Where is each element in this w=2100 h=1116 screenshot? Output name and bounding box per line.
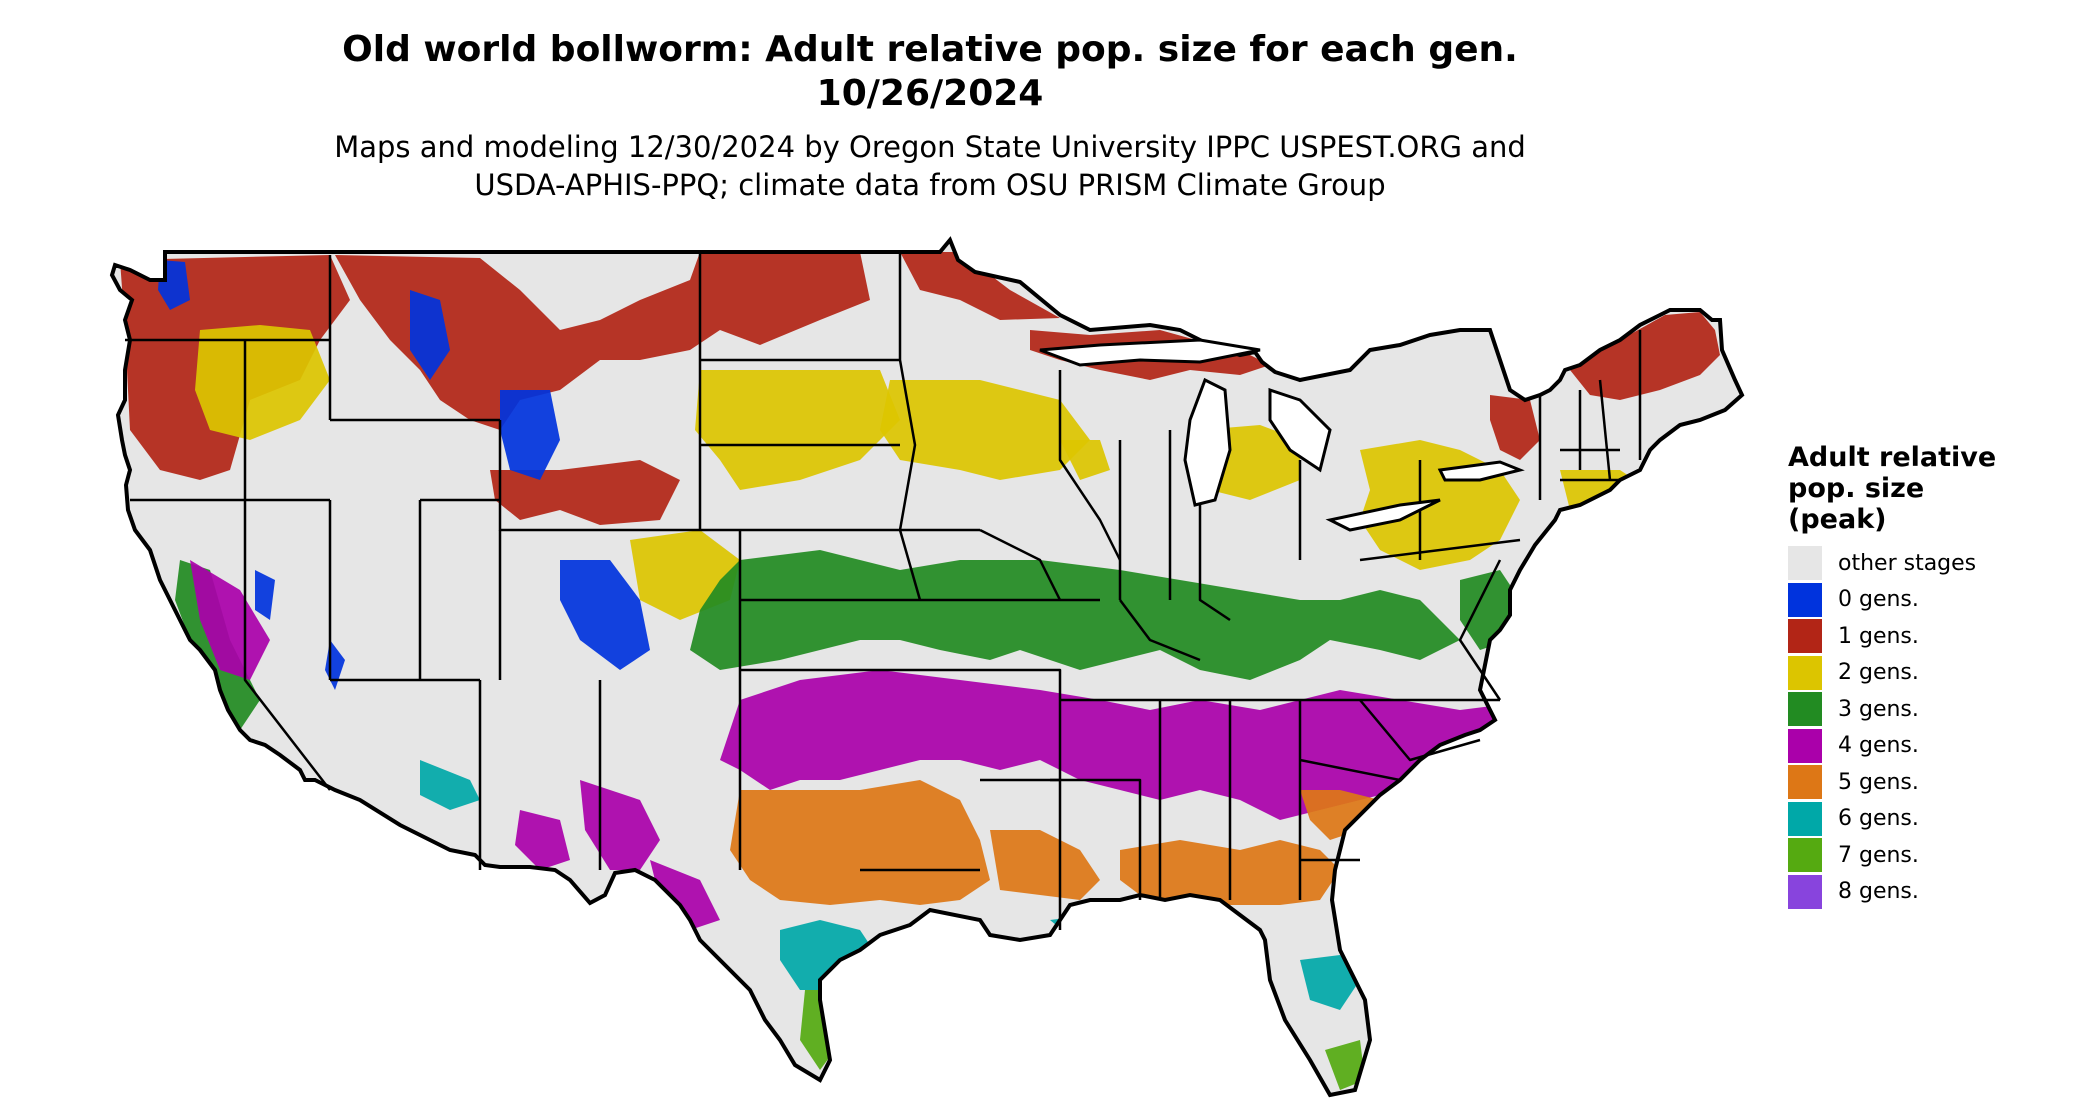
generation-zone: [1060, 440, 1110, 480]
legend-item-7-gens: 7 gens.: [1788, 837, 2088, 874]
legend-item-4-gens: 4 gens.: [1788, 728, 2088, 765]
generation-zone: [420, 760, 480, 810]
lake: [1183, 377, 1232, 507]
map-credits-line2: USDA-APHIS-PPQ; climate data from OSU PR…: [474, 168, 1386, 202]
legend-item-2-gens: 2 gens.: [1788, 655, 2088, 692]
generation-zone: [255, 570, 275, 620]
legend-item-6-gens: 6 gens.: [1788, 801, 2088, 838]
legend-swatch: [1788, 655, 1822, 690]
legend-title: Adult relative pop. size (peak): [1788, 442, 2088, 535]
generation-zone: [190, 560, 270, 680]
state-border: [898, 252, 917, 531]
legend-items: other stages 0 gens. 1 gens. 2 gens. 3 g…: [1788, 545, 2088, 910]
legend-label: 7 gens.: [1838, 842, 1919, 868]
generation-zone: [650, 860, 720, 930]
state-border: [1050, 778, 1142, 900]
legend-label: 0 gens.: [1838, 587, 1919, 613]
legend-title-line: pop. size: [1788, 473, 1925, 504]
legend-label: 2 gens.: [1838, 660, 1919, 686]
generation-zone: [730, 780, 990, 905]
generation-zone: [515, 810, 570, 870]
generation-zone: [410, 290, 450, 380]
lake: [1325, 498, 1441, 532]
generation-zone: [1560, 470, 1650, 520]
generation-zone: [720, 670, 1505, 820]
legend-label: 3 gens.: [1838, 696, 1919, 722]
generation-zone: [335, 252, 870, 430]
legend-title-line: Adult relative: [1788, 442, 1997, 473]
lake: [1039, 338, 1261, 367]
great-lakes: [1039, 338, 1525, 532]
legend-swatch: [1788, 546, 1822, 581]
generation-zone: [500, 390, 560, 480]
legend-swatch: [1788, 801, 1822, 836]
legend-swatch: [1788, 728, 1822, 763]
generation-zone: [1300, 955, 1360, 1010]
legend-swatch: [1788, 619, 1822, 654]
generation-zones: [120, 252, 1720, 1090]
state-border: [979, 528, 1062, 601]
legend-swatch: [1788, 692, 1822, 727]
legend-swatch: [1788, 838, 1822, 873]
legend-label: 4 gens.: [1838, 733, 1919, 759]
generation-zone: [560, 560, 650, 670]
legend: Adult relative pop. size (peak) other st…: [1788, 442, 2088, 910]
land-base: [112, 240, 1742, 1095]
legend-swatch: [1788, 582, 1822, 617]
legend-title-line: (peak): [1788, 504, 1887, 535]
us-outline: [109, 236, 1745, 1098]
legend-item-other-stages: other stages: [1788, 545, 2088, 582]
state-border: [1299, 758, 1401, 782]
state-border: [1058, 370, 1122, 561]
state-border: [1359, 699, 1481, 762]
legend-swatch: [1788, 765, 1822, 800]
generation-zone: [240, 770, 300, 810]
legend-item-1-gens: 1 gens.: [1788, 618, 2088, 655]
generation-zone: [880, 380, 1090, 480]
generation-zone: [990, 830, 1100, 900]
state-border: [1119, 599, 1201, 662]
legend-item-0-gens: 0 gens.: [1788, 582, 2088, 619]
state-border: [1458, 559, 1502, 701]
legend-label: 8 gens.: [1838, 879, 1919, 905]
legend-label: other stages: [1838, 550, 1977, 576]
map-title: Old world bollworm: Adult relative pop. …: [342, 29, 1518, 70]
generation-zone: [195, 325, 330, 440]
state-border: [1598, 379, 1612, 481]
legend-item-8-gens: 8 gens.: [1788, 874, 2088, 911]
generation-zone: [695, 370, 900, 490]
generation-zone: [900, 252, 1060, 320]
generation-zone: [1490, 395, 1540, 460]
map-credits-line1: Maps and modeling 12/30/2024 by Oregon S…: [334, 130, 1526, 164]
generation-zone: [1570, 312, 1720, 400]
state-border: [740, 668, 1062, 780]
legend-label: 6 gens.: [1838, 806, 1919, 832]
legend-label: 5 gens.: [1838, 769, 1919, 795]
state-border: [898, 529, 922, 601]
state-border: [243, 500, 331, 791]
lake: [1437, 460, 1525, 482]
legend-label: 1 gens.: [1838, 623, 1919, 649]
state-border: [1359, 538, 1521, 562]
legend-item-5-gens: 5 gens.: [1788, 764, 2088, 801]
legend-swatch: [1788, 874, 1822, 909]
map-date: 10/26/2024: [816, 73, 1044, 114]
generation-zone: [690, 550, 1460, 680]
legend-item-3-gens: 3 gens.: [1788, 691, 2088, 728]
state-borders: [125, 252, 1642, 930]
lake: [1268, 387, 1332, 473]
generation-zone: [1325, 1040, 1365, 1090]
